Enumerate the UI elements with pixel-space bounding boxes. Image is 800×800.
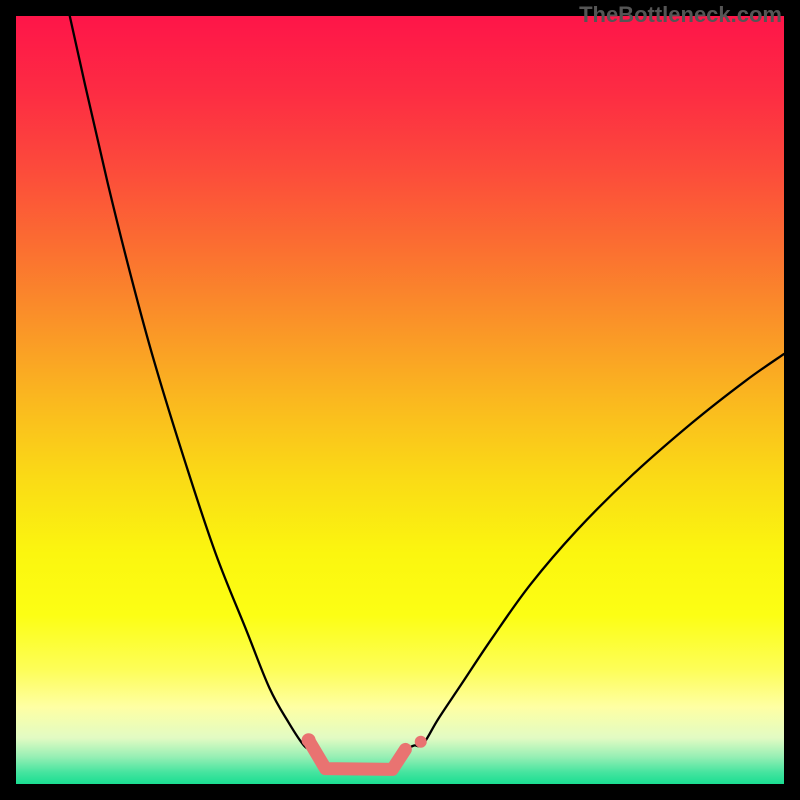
highlight-dot: [302, 733, 316, 747]
chart-canvas: TheBottleneck.com: [0, 0, 800, 800]
highlight-dot: [415, 736, 427, 748]
watermark-text: TheBottleneck.com: [579, 2, 782, 28]
gradient-background: [16, 16, 784, 784]
plot-area: [16, 16, 784, 784]
plot-svg: [16, 16, 784, 784]
